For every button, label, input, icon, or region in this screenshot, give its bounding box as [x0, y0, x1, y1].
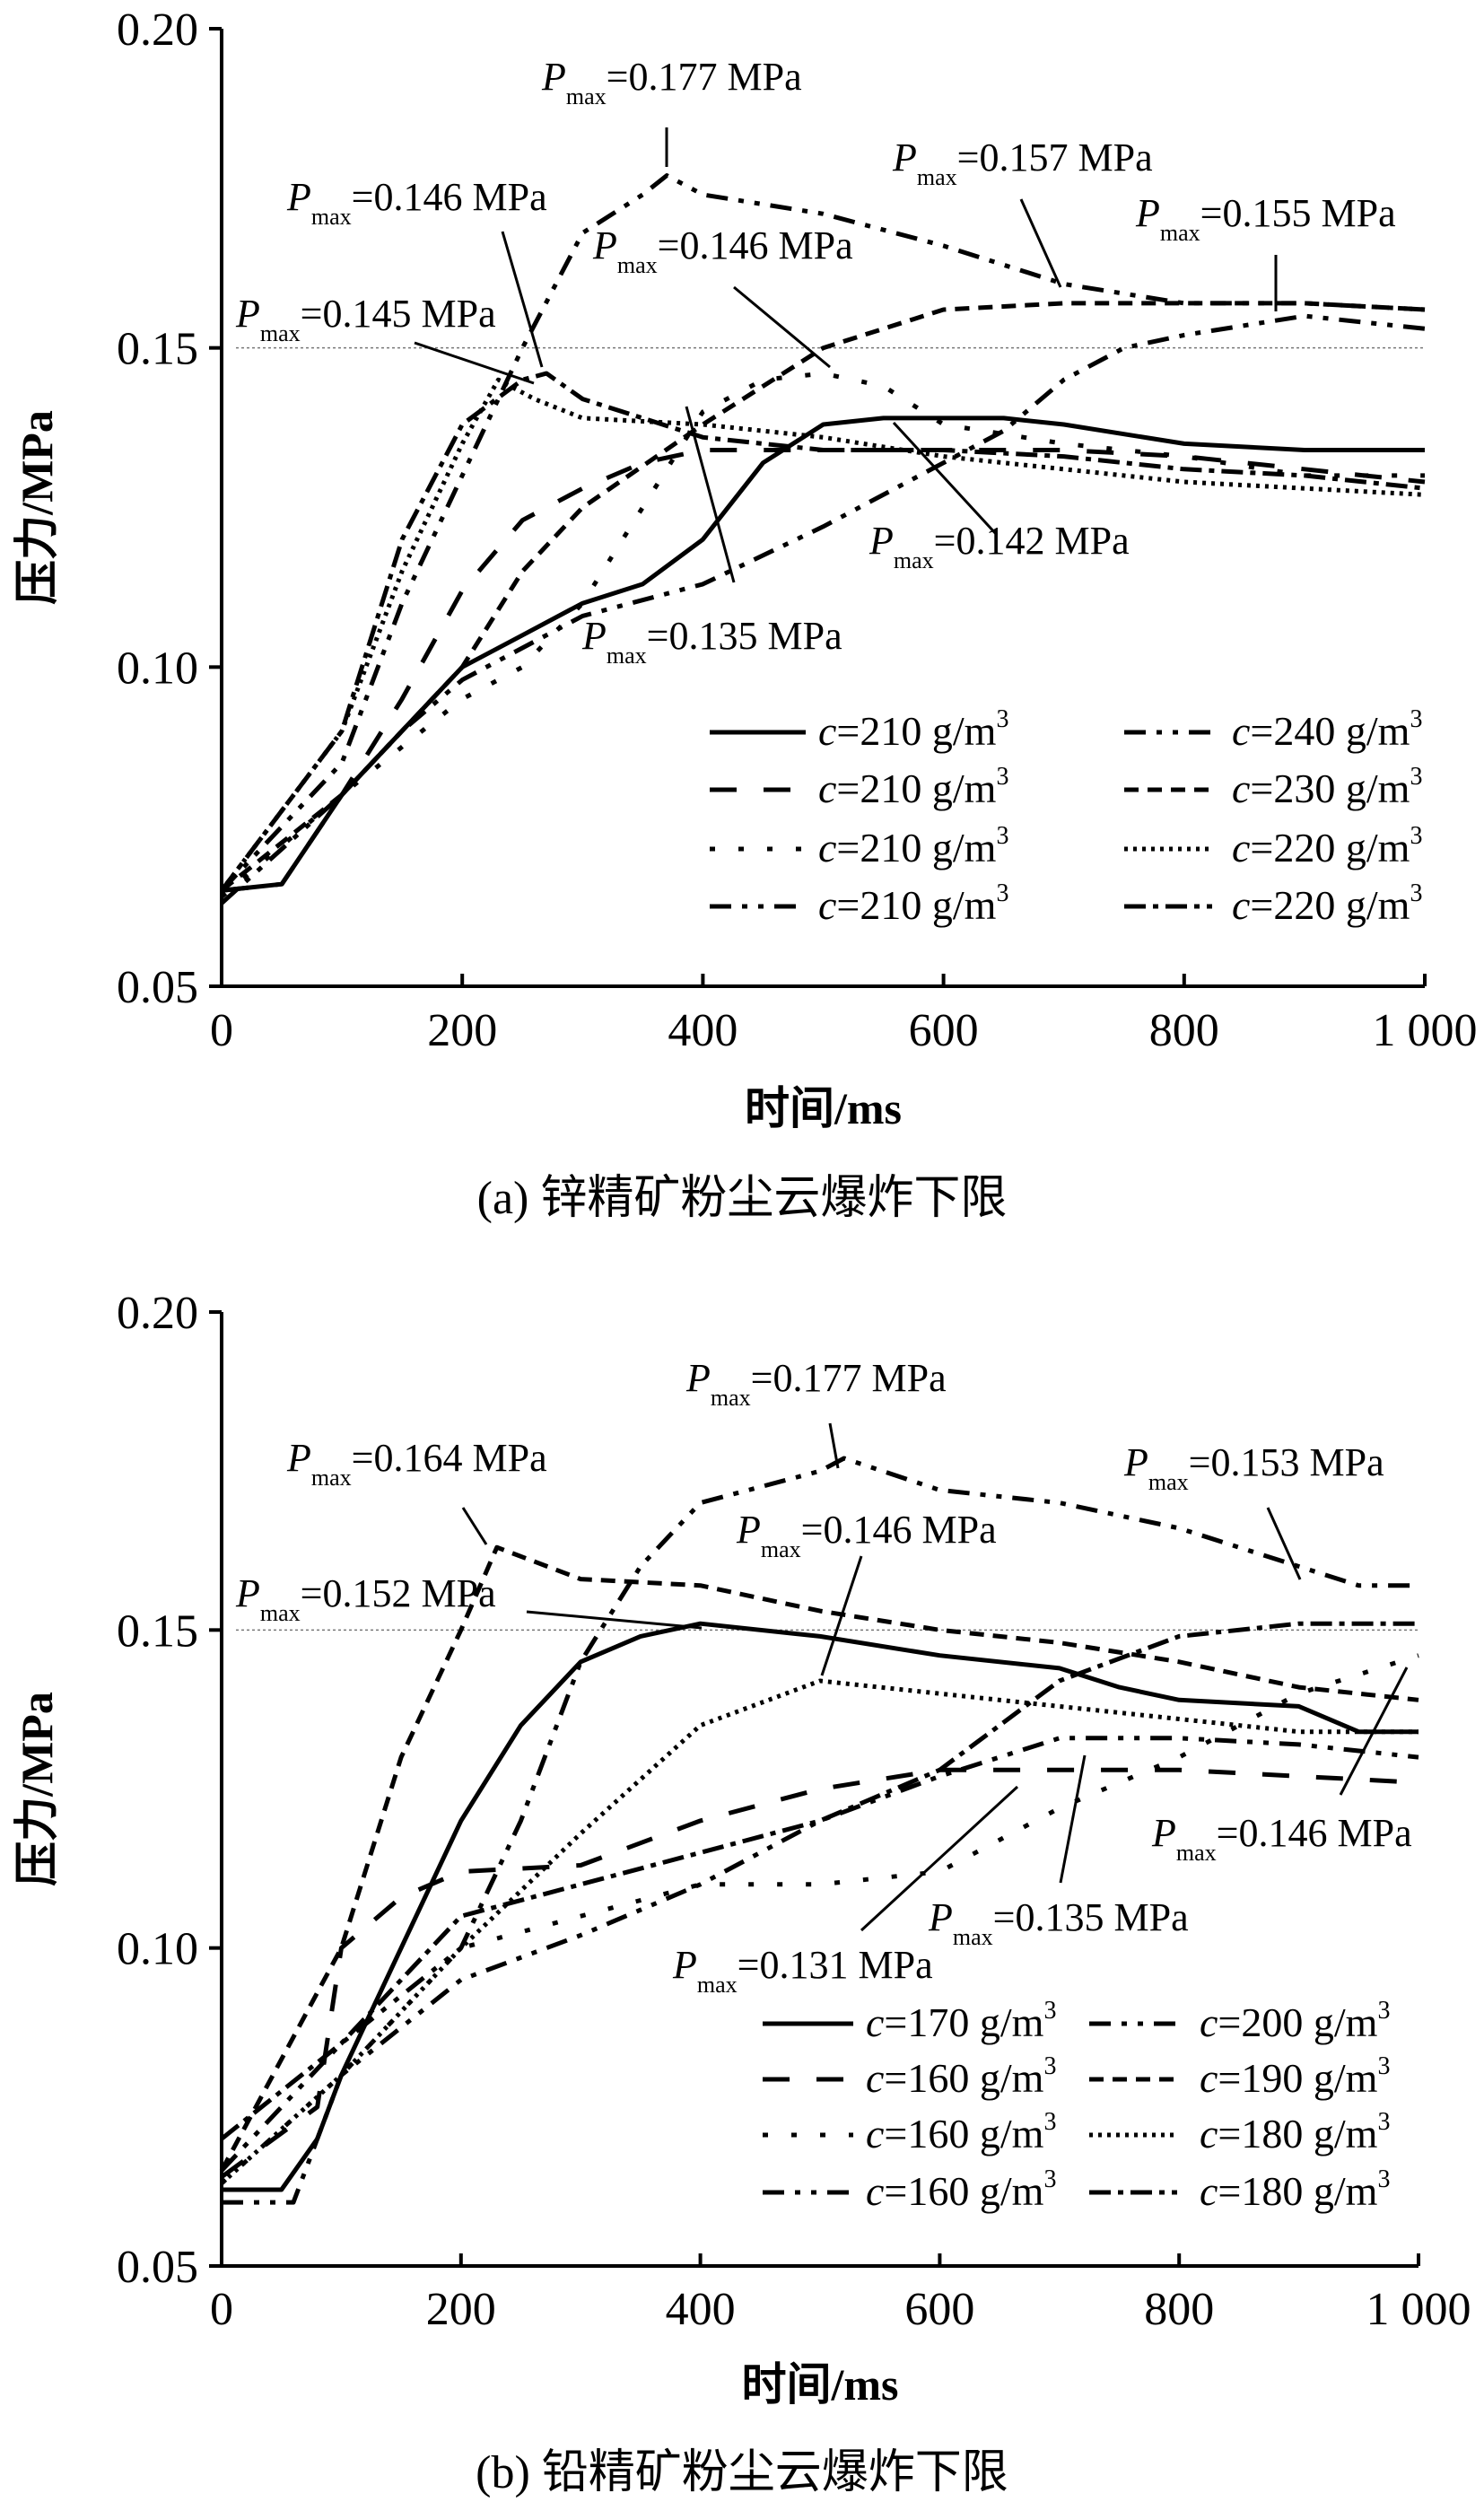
y-tick-label: 0.15 [117, 1605, 198, 1657]
x-tick-label: 400 [666, 2284, 736, 2335]
x-tick-label: 800 [1149, 1005, 1219, 1056]
legend-label: c=180 g/m3 [1200, 2165, 1390, 2214]
x-tick-label: 200 [427, 1005, 497, 1056]
series-line-3 [222, 1736, 1419, 2205]
annotation-leader [733, 285, 831, 369]
x-tick-label: 800 [1144, 2284, 1214, 2335]
y-tick-label: 0.10 [117, 643, 198, 694]
chart-b: 0.05 0.10 0.15 0.20 0 200 400 600 800 1 000 压力/MPa… [12, 1288, 1471, 2498]
series-line-4 [220, 173, 1426, 893]
x-tick-label: 0 [210, 1005, 233, 1056]
annotation-pmax: Pmax=0.155 MPa [1135, 191, 1396, 246]
series-line-5 [220, 301, 1426, 893]
y-tick-label: 0.05 [117, 2242, 198, 2293]
legend-label: c=210 g/m3 [818, 822, 1008, 870]
annotation-leader [414, 341, 535, 385]
annotation-pmax: Pmax=0.135 MPa [581, 614, 842, 669]
annotation-pmax: Pmax=0.146 MPa [736, 1508, 997, 1562]
annotation-pmax: Pmax=0.131 MPa [672, 1943, 933, 1998]
series-line-6 [220, 1678, 1419, 2185]
annotation-pmax: Pmax=0.145 MPa [235, 292, 496, 346]
y-tick-label: 0.20 [117, 4, 198, 56]
annotation-pmax: Pmax=0.177 MPa [541, 55, 802, 109]
legend-label: c=210 g/m3 [818, 879, 1008, 928]
series-line-6 [220, 377, 1426, 892]
annotation-pmax: Pmax=0.153 MPa [1123, 1440, 1384, 1495]
y-axis-label: 压力/MPa [12, 1692, 62, 1886]
x-tick-label: 1 000 [1366, 2284, 1471, 2335]
legend-label: c=240 g/m3 [1232, 705, 1422, 754]
legend-label: c=160 g/m3 [866, 2165, 1056, 2214]
x-axis-label: 时间/ms [745, 1083, 902, 1133]
legend-label: c=190 g/m3 [1200, 2052, 1390, 2101]
x-tick-label: 1 000 [1373, 1005, 1478, 1056]
annotation-pmax: Pmax=0.146 MPa [592, 223, 853, 278]
x-tick-label: 600 [904, 2284, 974, 2335]
annotation-pmax: Pmax=0.152 MPa [235, 1571, 496, 1626]
x-tick-label: 600 [909, 1005, 979, 1056]
series-line-2 [220, 1653, 1419, 2185]
annotation-leader [526, 1610, 703, 1630]
annotation-leader [1059, 1754, 1087, 1884]
y-tick-label: 0.05 [117, 962, 198, 1013]
annotation-pmax: Pmax=0.157 MPa [892, 136, 1153, 190]
y-axis-label: 压力/MPa [12, 410, 62, 605]
x-tick-label: 0 [210, 2284, 233, 2335]
annotation-leader [501, 231, 544, 368]
legend-label: c=160 g/m3 [866, 2108, 1056, 2156]
x-tick-label: 400 [668, 1005, 738, 1056]
annotation-pmax: Pmax=0.146 MPa [1151, 1811, 1412, 1866]
legend-label: c=200 g/m3 [1200, 1997, 1390, 2045]
legend-label: c=220 g/m3 [1232, 879, 1422, 928]
series-line-1 [220, 1767, 1419, 2179]
series-line-5 [219, 1544, 1419, 2172]
legend-label: c=210 g/m3 [818, 705, 1008, 754]
annotation-leader [828, 1422, 840, 1469]
annotation-leader [461, 1507, 488, 1545]
series-line-0 [221, 416, 1425, 893]
annotation-leader [820, 1555, 863, 1676]
series-line-4 [220, 1456, 1419, 2173]
legend-label: c=160 g/m3 [866, 2052, 1056, 2101]
annotation-leader [1266, 1507, 1302, 1580]
series-line-3 [220, 313, 1426, 905]
annotation-leader [1339, 1667, 1409, 1796]
legend-label: c=180 g/m3 [1200, 2108, 1390, 2156]
y-tick-label: 0.10 [117, 1924, 198, 1975]
legend-label: c=170 g/m3 [866, 1997, 1056, 2045]
series-line-1 [221, 448, 1426, 893]
y-tick-label: 0.15 [117, 324, 198, 375]
legend-label: c=210 g/m3 [818, 763, 1008, 811]
annotation-pmax: Pmax=0.177 MPa [685, 1356, 947, 1411]
chart-caption: (b) 铅精矿粉尘云爆炸下限 [476, 2447, 1008, 2498]
annotation-pmax: Pmax=0.135 MPa [928, 1895, 1189, 1950]
legend-label: c=230 g/m3 [1232, 763, 1422, 811]
series-line-7 [220, 1621, 1419, 2141]
annotation-pmax: Pmax=0.142 MPa [869, 519, 1130, 573]
annotation-pmax: Pmax=0.164 MPa [286, 1436, 547, 1491]
annotation-pmax: Pmax=0.146 MPa [286, 175, 547, 230]
legend-label: c=220 g/m3 [1232, 822, 1422, 870]
x-tick-label: 200 [426, 2284, 496, 2335]
y-tick-label: 0.20 [117, 1288, 198, 1339]
annotation-leader [1019, 198, 1062, 288]
chart-caption: (a) 锌精矿粉尘云爆炸下限 [477, 1173, 1008, 1224]
annotation-leader [860, 1785, 1019, 1932]
annotation-leader [892, 421, 999, 537]
x-axis-label: 时间/ms [742, 2359, 899, 2410]
annotation-leader [685, 406, 736, 583]
series-line-0 [222, 1621, 1419, 2192]
chart-a: 0.05 0.10 0.15 0.20 0 200 400 600 800 1 000 压力/MPa… [12, 4, 1478, 1224]
series-line-7 [220, 371, 1426, 892]
